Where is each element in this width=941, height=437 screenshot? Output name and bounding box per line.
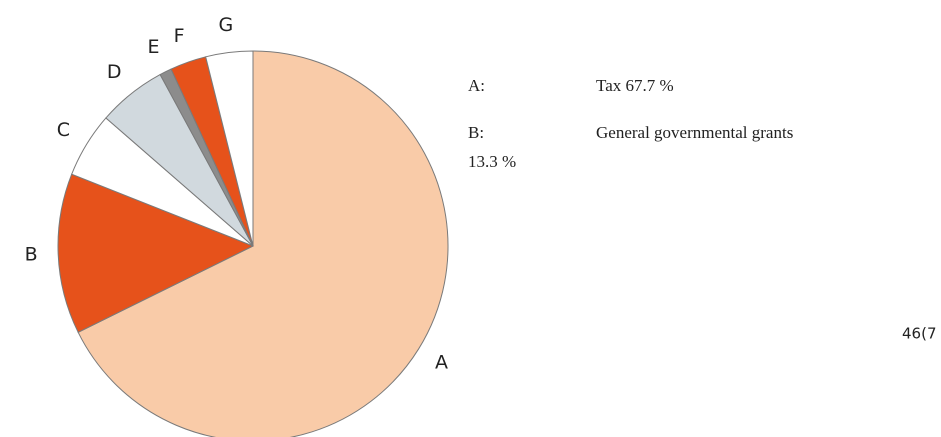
legend-text: General governmental grants	[596, 123, 793, 142]
slice-label: A	[435, 352, 448, 374]
page-number: 46(7	[902, 325, 936, 343]
legend-key: B:	[468, 123, 484, 142]
slice-label: D	[107, 61, 122, 83]
pie-slice	[57, 173, 255, 334]
slice-label: F	[174, 25, 185, 47]
pie-slice	[77, 50, 449, 437]
slice-label: E	[147, 36, 159, 58]
slice-label: B	[25, 244, 38, 266]
pie-slice	[205, 50, 254, 247]
legend-text: Tax 67.7 %	[596, 76, 674, 95]
slice-label: C	[57, 119, 70, 141]
legend-key: A:	[468, 76, 485, 95]
slice-label: G	[219, 14, 234, 36]
legend-text: 13.3 %	[468, 152, 516, 171]
